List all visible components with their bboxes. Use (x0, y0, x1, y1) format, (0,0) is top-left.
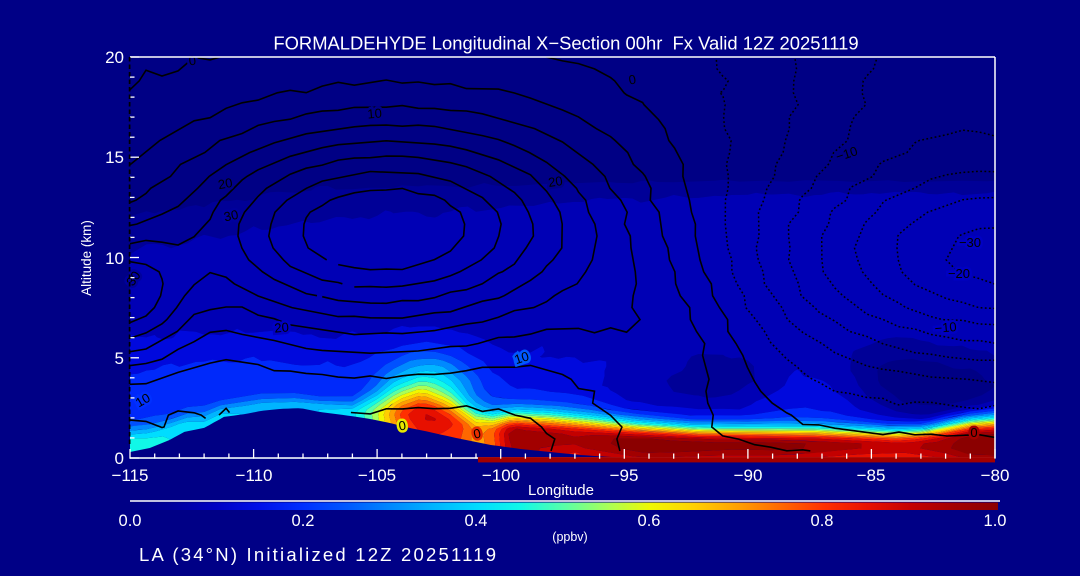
svg-text:20: 20 (105, 48, 124, 67)
svg-text:−30: −30 (959, 235, 981, 250)
svg-text:−85: −85 (857, 466, 886, 485)
svg-text:10: 10 (367, 105, 383, 121)
svg-text:−80: −80 (981, 466, 1010, 485)
svg-text:0.8: 0.8 (811, 512, 834, 530)
svg-text:30: 30 (222, 207, 239, 225)
svg-text:Altitude (km): Altitude (km) (79, 220, 94, 296)
svg-text:0.0: 0.0 (119, 512, 142, 530)
svg-text:−20: −20 (948, 266, 970, 281)
svg-text:30: 30 (123, 268, 144, 288)
svg-text:20: 20 (217, 175, 234, 192)
svg-text:−90: −90 (734, 466, 763, 485)
svg-text:−10: −10 (934, 319, 957, 336)
svg-text:5: 5 (115, 349, 124, 368)
svg-text:0: 0 (397, 418, 407, 434)
svg-text:FORMALDEHYDE Longitudinal X−Se: FORMALDEHYDE Longitudinal X−Section 00hr… (273, 33, 858, 54)
svg-text:−10: −10 (934, 319, 957, 336)
svg-text:10: 10 (512, 348, 530, 367)
svg-text:0: 0 (970, 425, 977, 440)
svg-text:0: 0 (472, 426, 482, 442)
svg-text:30: 30 (222, 207, 239, 225)
svg-text:20: 20 (547, 173, 563, 190)
svg-text:20: 20 (217, 175, 234, 192)
svg-text:10: 10 (105, 249, 124, 268)
svg-text:10: 10 (512, 348, 530, 367)
svg-text:20: 20 (547, 173, 563, 190)
svg-text:0.4: 0.4 (465, 512, 488, 530)
svg-text:−95: −95 (610, 466, 639, 485)
svg-text:10: 10 (367, 105, 383, 121)
svg-text:0.6: 0.6 (638, 512, 661, 530)
svg-text:−115: −115 (111, 466, 148, 485)
svg-text:−20: −20 (948, 266, 970, 281)
svg-text:−10: −10 (834, 143, 860, 164)
svg-text:LA (34°N) Initialized 12Z 2025: LA (34°N) Initialized 12Z 20251119 (139, 544, 498, 565)
svg-text:(ppbv): (ppbv) (552, 530, 587, 544)
svg-text:0: 0 (188, 53, 197, 69)
svg-text:−100: −100 (482, 466, 520, 485)
svg-text:0: 0 (970, 425, 977, 440)
svg-text:20: 20 (274, 319, 290, 335)
svg-text:0: 0 (627, 72, 637, 88)
svg-text:−30: −30 (959, 235, 981, 250)
svg-text:20: 20 (274, 319, 290, 335)
svg-text:0: 0 (115, 449, 124, 468)
svg-text:15: 15 (105, 148, 124, 167)
svg-text:1.0: 1.0 (984, 512, 1007, 530)
svg-text:Longitude: Longitude (528, 482, 594, 499)
svg-text:10: 10 (133, 390, 153, 410)
svg-text:0.2: 0.2 (292, 512, 315, 530)
svg-text:−105: −105 (358, 466, 396, 485)
svg-text:−110: −110 (235, 466, 272, 485)
